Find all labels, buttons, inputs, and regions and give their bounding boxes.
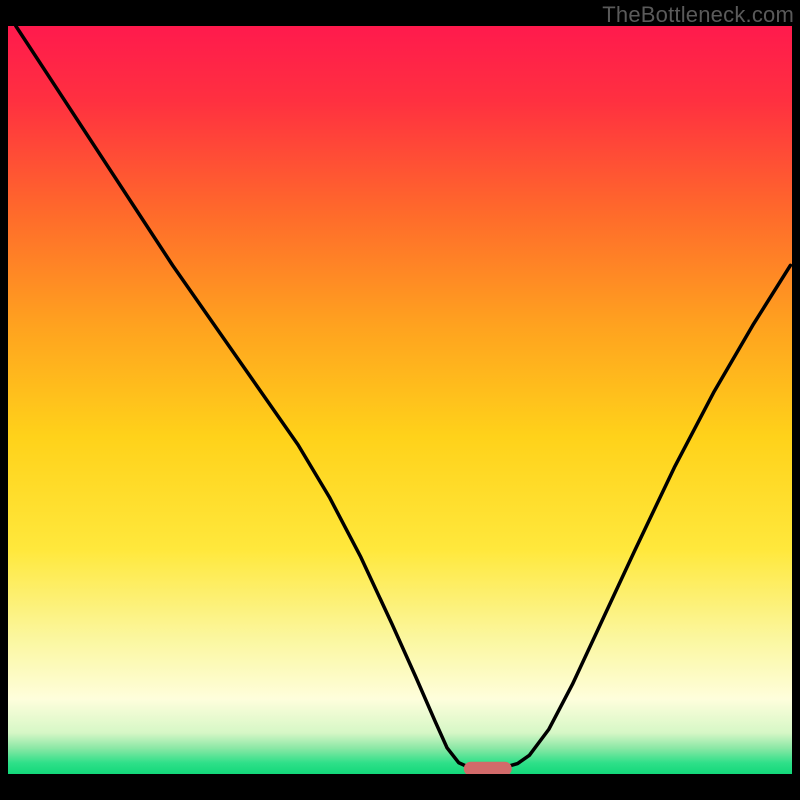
plot-area <box>8 26 792 774</box>
optimal-point-marker <box>464 762 512 774</box>
watermark-text: TheBottleneck.com <box>602 2 794 28</box>
gradient-background <box>8 26 792 774</box>
plot-svg <box>8 26 792 774</box>
root: TheBottleneck.com <box>0 0 800 800</box>
chart-frame: TheBottleneck.com <box>0 0 800 800</box>
